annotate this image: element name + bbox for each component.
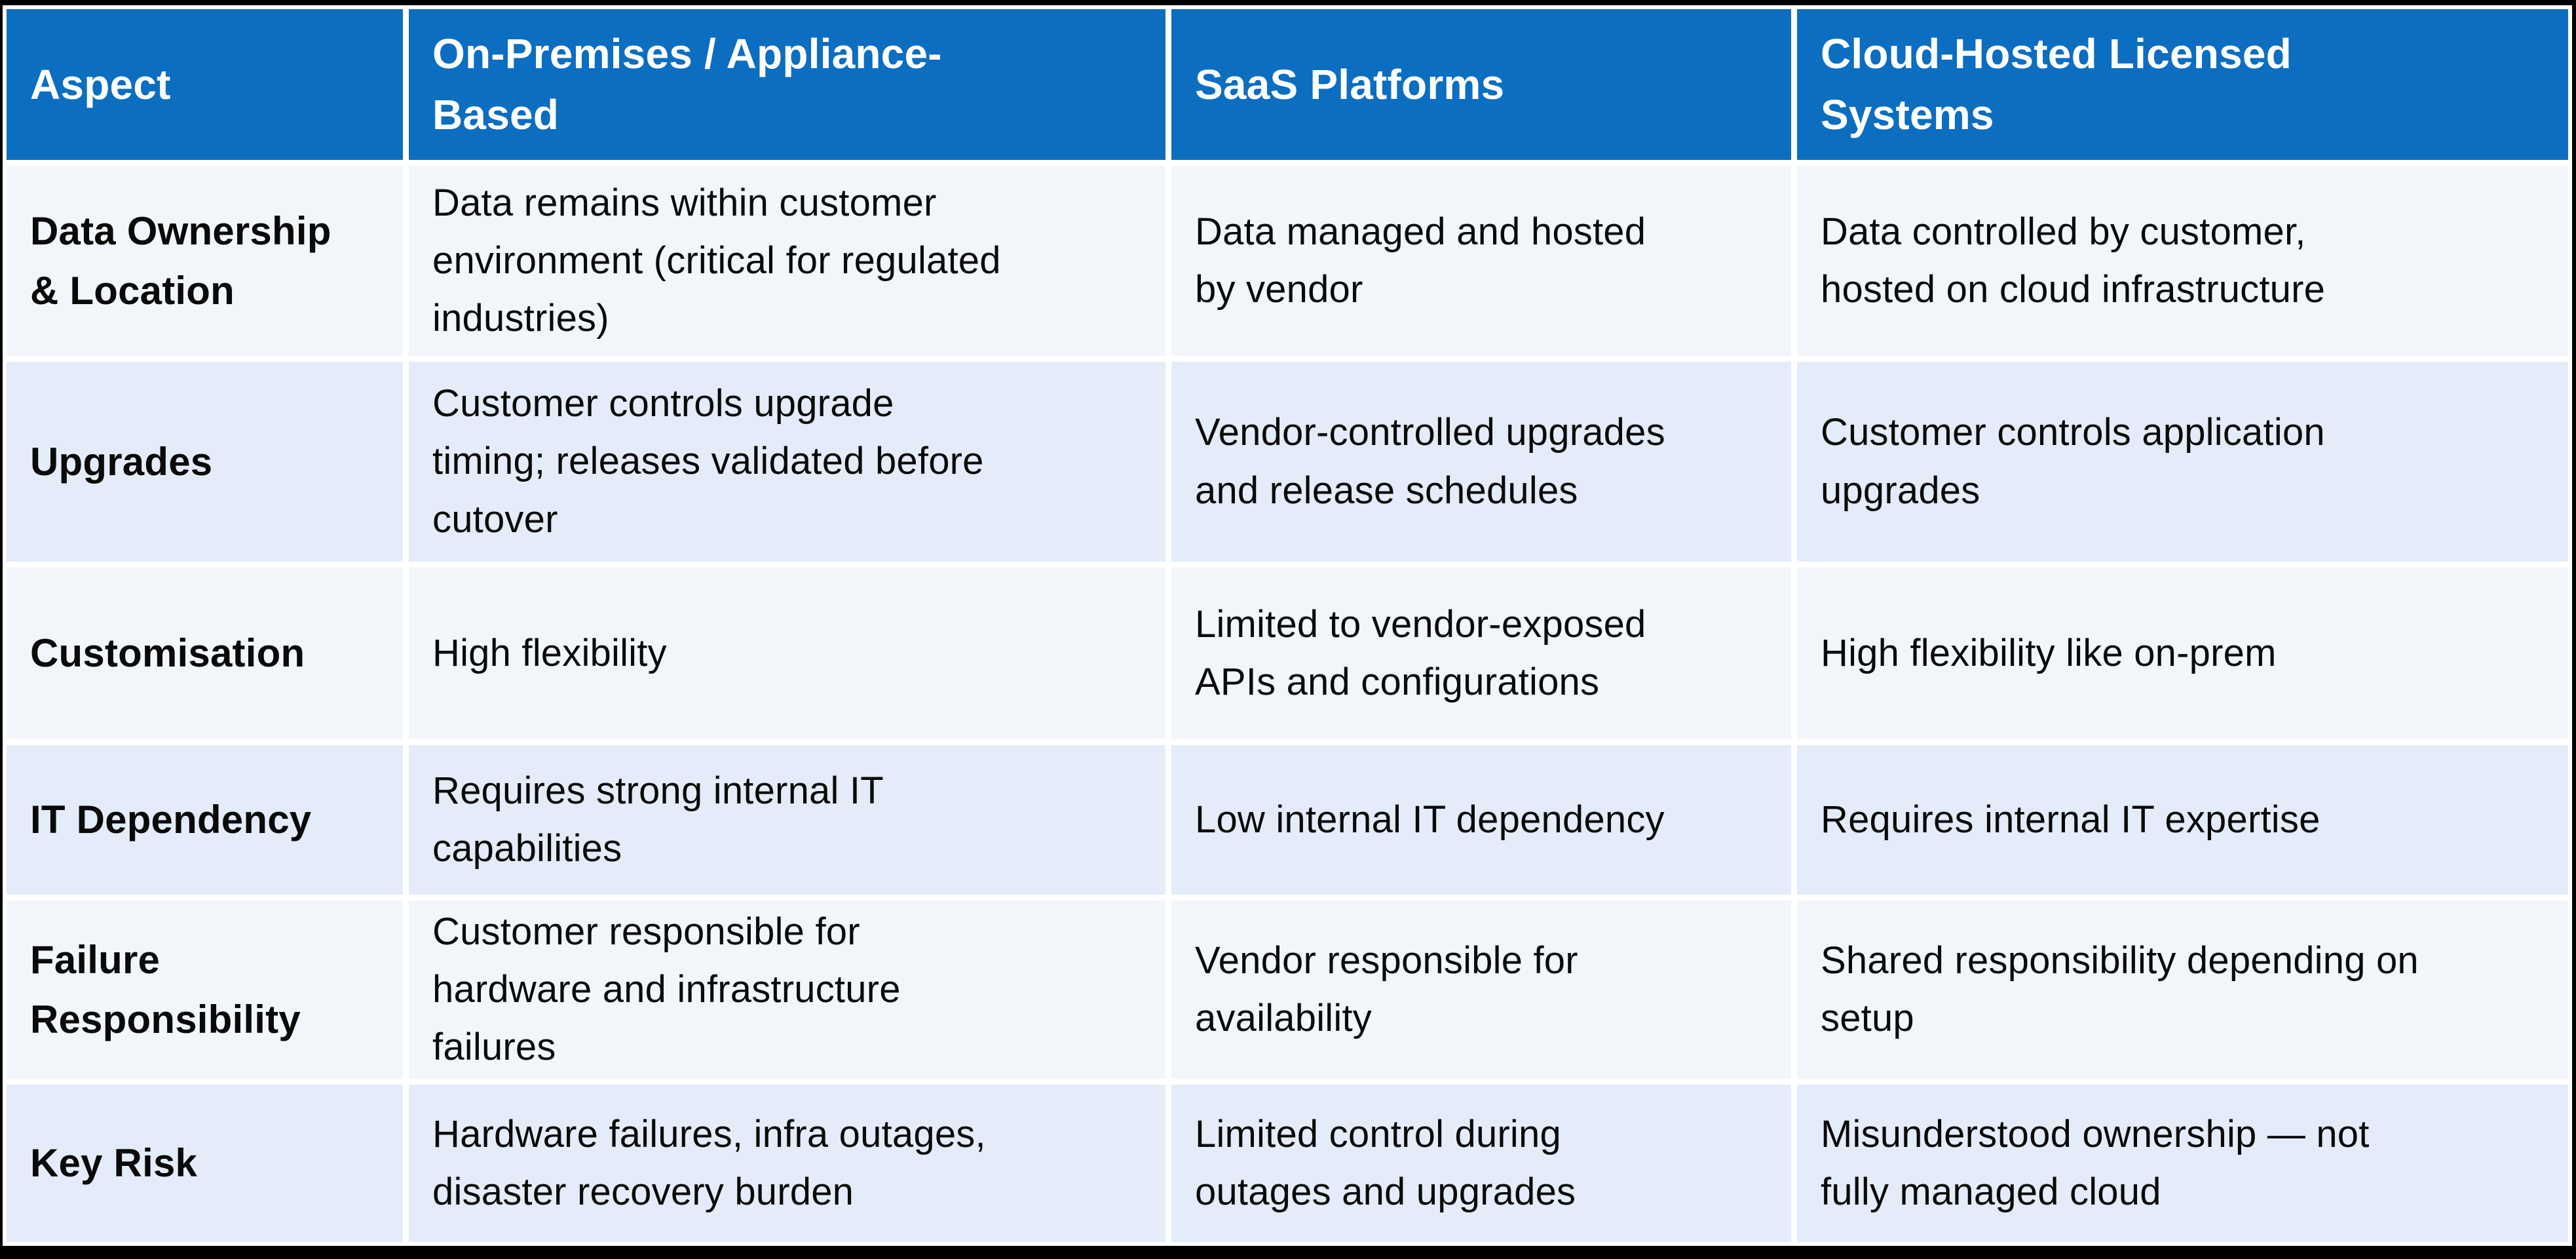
cell-data-ownership-cloud: Data controlled by customer, hosted on c… [1797,166,2568,356]
header-cell-on-premises: On-Premises / Appliance- Based [409,9,1165,160]
cell-failure-responsibility-cloud: Shared responsibility depending on setup [1797,901,2568,1079]
cell-customisation-on-premises: High flexibility [409,568,1165,739]
cell-upgrades-on-premises: Customer controls upgrade timing; releas… [409,362,1165,562]
cell-data-ownership-saas: Data managed and hosted by vendor [1171,166,1791,356]
cell-data-ownership-on-premises: Data remains within customer environment… [409,166,1165,356]
cell-customisation-saas: Limited to vendor-exposed APIs and confi… [1171,568,1791,739]
cell-it-dependency-cloud: Requires internal IT expertise [1797,745,2568,895]
row-label-failure-responsibility: Failure Responsibility [7,901,403,1079]
cell-failure-responsibility-saas: Vendor responsible for availability [1171,901,1791,1079]
row-label-customisation: Customisation [7,568,403,739]
cell-failure-responsibility-on-premises: Customer responsible for hardware and in… [409,901,1165,1079]
cell-it-dependency-saas: Low internal IT dependency [1171,745,1791,895]
header-cell-aspect: Aspect [7,9,403,160]
cell-key-risk-on-premises: Hardware failures, infra outages, disast… [409,1085,1165,1242]
header-cell-cloud-hosted: Cloud-Hosted Licensed Systems [1797,9,2568,160]
row-label-data-ownership: Data Ownership & Location [7,166,403,356]
comparison-table: Aspect On-Premises / Appliance- Based Sa… [3,5,2572,1246]
row-label-upgrades: Upgrades [7,362,403,562]
row-label-it-dependency: IT Dependency [7,745,403,895]
cell-upgrades-cloud: Customer controls application upgrades [1797,362,2568,562]
cell-upgrades-saas: Vendor-controlled upgrades and release s… [1171,362,1791,562]
cell-customisation-cloud: High flexibility like on-prem [1797,568,2568,739]
cell-key-risk-cloud: Misunderstood ownership — not fully mana… [1797,1085,2568,1242]
cell-key-risk-saas: Limited control during outages and upgra… [1171,1085,1791,1242]
row-label-key-risk: Key Risk [7,1085,403,1242]
header-cell-saas: SaaS Platforms [1171,9,1791,160]
cell-it-dependency-on-premises: Requires strong internal IT capabilities [409,745,1165,895]
